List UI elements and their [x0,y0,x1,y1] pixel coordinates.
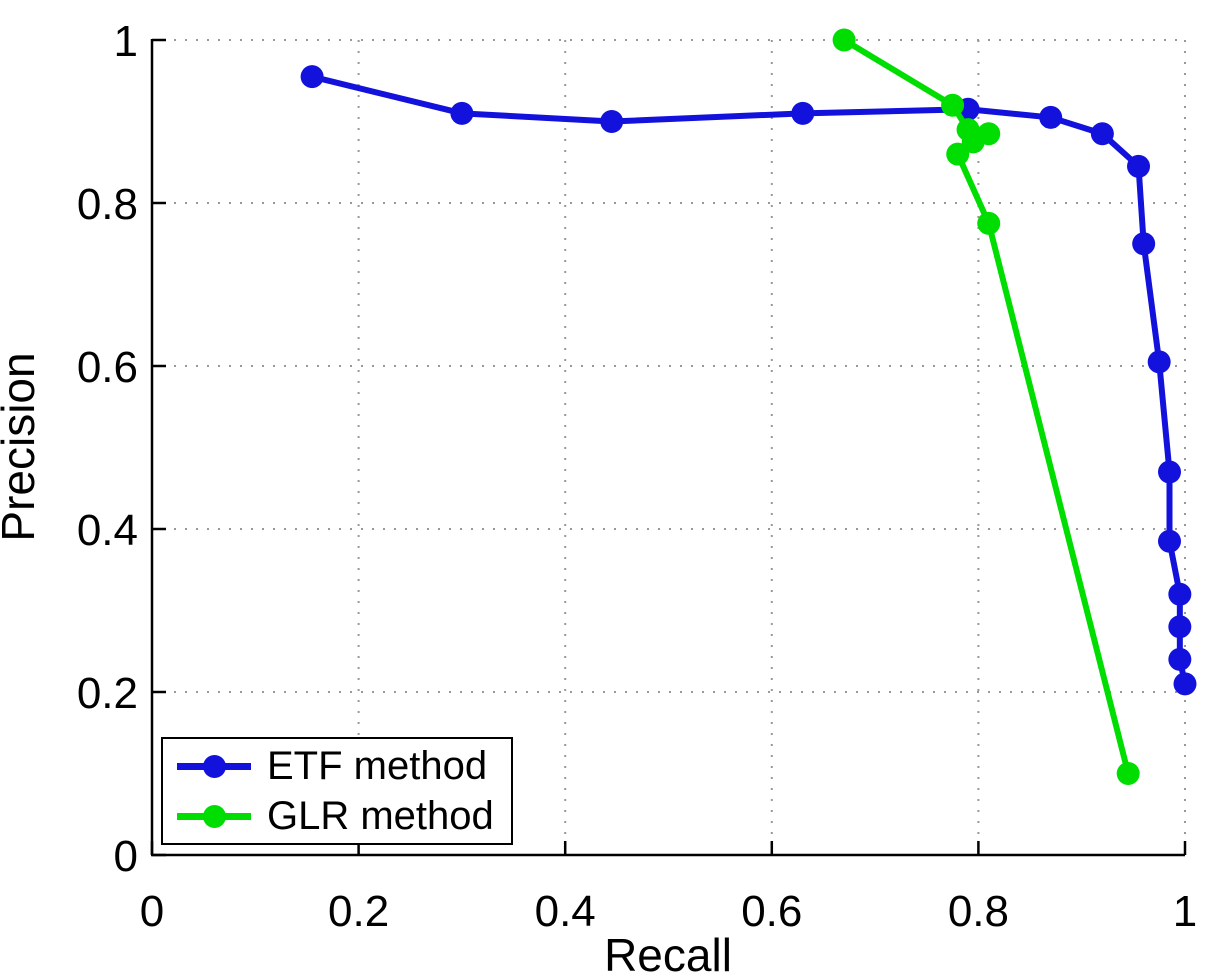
data-point-marker [1168,615,1192,639]
tick-labels: 0 0.2 0.4 0.6 0.8 1 0 0.2 0.4 0.6 0.8 1 [77,17,1197,936]
data-point-marker [1147,350,1171,374]
x-tick-label: 1 [1173,887,1197,936]
data-point-marker [791,101,815,125]
data-point-marker [1116,762,1140,785]
legend: ETF method GLR method [161,737,513,845]
y-tick-label: 0.8 [77,180,138,229]
data-point-marker [1127,154,1151,178]
data-point-marker [941,93,965,117]
x-tick-label: 0.6 [741,887,802,936]
legend-label-glr: GLR method [267,793,494,838]
x-tick-label: 0.2 [328,887,389,936]
data-point-marker [961,130,985,154]
data-point-marker [1039,105,1063,129]
etf-line-swatch-icon [177,754,251,778]
legend-entry-etf: ETF method [163,744,511,788]
gridlines [152,39,1186,855]
y-tick-label: 1 [114,17,138,66]
x-tick-label: 0 [140,887,164,936]
x-tick-label: 0.8 [948,887,1009,936]
y-axis-label: Precision [0,352,44,542]
data-point-marker [1168,582,1192,606]
data-point-marker [1168,647,1192,671]
series-etf-method [300,65,1197,696]
data-point-marker [1173,672,1197,696]
series-glr-method [832,28,1140,785]
y-tick-label: 0.6 [77,343,138,392]
y-tick-label: 0.2 [77,669,138,718]
data-point-marker [600,110,624,133]
x-tick-label: 0.4 [535,887,596,936]
legend-entry-glr: GLR method [163,794,511,838]
legend-label-etf: ETF method [267,743,488,788]
data-point-marker [300,65,324,89]
data-point-marker [1158,529,1182,553]
y-tick-label: 0 [114,832,138,881]
y-tick-label: 0.4 [77,506,138,555]
series-line [309,73,1188,687]
data-point-marker [1090,122,1114,146]
data-point-marker [832,28,856,52]
data-point-marker [450,101,474,125]
data-point-marker [946,142,970,166]
glr-line-swatch-icon [177,804,251,828]
data-point-marker [1158,460,1182,484]
data-point-marker [1132,232,1156,256]
x-axis-label: Recall [604,929,732,978]
axes [150,38,1187,857]
series-line [841,37,1132,777]
data-point-marker [977,211,1001,235]
